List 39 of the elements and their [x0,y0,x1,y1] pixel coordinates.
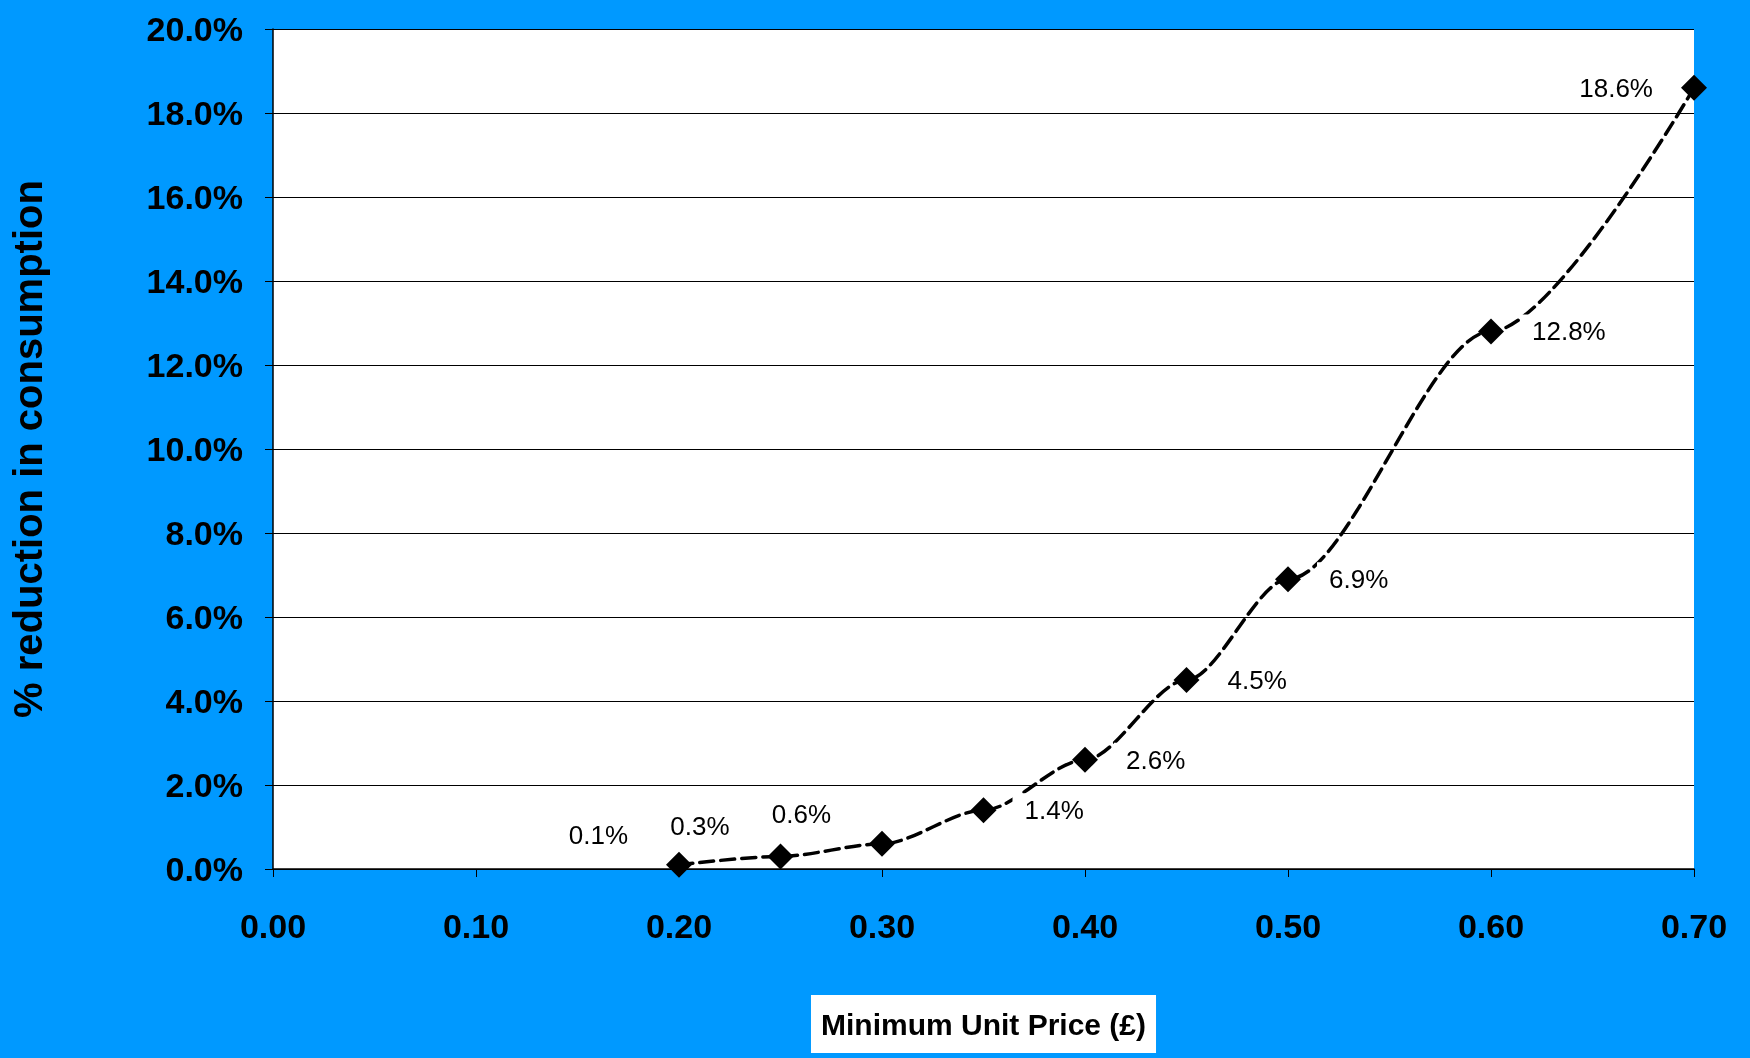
data-label: 0.6% [771,798,831,829]
point [1173,667,1200,693]
point [1072,746,1098,773]
point [970,797,997,824]
data-label: 1.4% [1024,795,1084,826]
x-tick-label: 0.20 [645,907,713,945]
point [767,843,794,870]
x-tick-label: 0.30 [848,907,916,945]
y-tick-label: 4.0% [165,682,243,720]
x-tick-label: 0.70 [1660,907,1728,945]
data-label: 2.6% [1126,744,1186,775]
data-label: 6.9% [1329,564,1389,595]
y-tick-label: 14.0% [146,262,243,300]
y-tick-label: 18.0% [146,94,243,132]
x-tick-label: 0.10 [442,907,510,945]
data-label: 0.1% [568,819,628,850]
y-tick-label: 0.0% [165,850,243,888]
data-label: 12.8% [1532,316,1606,347]
y-tick-label: 2.0% [165,766,243,804]
point [666,851,692,878]
data-label: 0.3% [670,811,730,842]
point [1478,318,1504,345]
x-tick-label: 0.60 [1457,907,1525,945]
x-axis-title: Minimum Unit Price (£) [820,1007,1147,1041]
y-tick-label: 6.0% [165,598,243,636]
point [1275,566,1301,593]
y-tick-label: 10.0% [146,430,243,468]
point [1681,74,1707,101]
y-tick-label: 16.0% [146,178,243,216]
y-tick-label: 20.0% [146,10,243,48]
point [869,830,895,857]
data-label: 18.6% [1579,72,1653,103]
data-label: 4.5% [1227,665,1287,695]
y-axis-title: % reduction in consumption [6,180,50,718]
x-tick-label: 0.40 [1051,907,1119,945]
y-tick-label: 8.0% [165,514,243,552]
x-tick-label: 0.00 [239,907,307,945]
x-tick-label: 0.50 [1254,907,1322,945]
y-tick-label: 12.0% [146,346,243,384]
